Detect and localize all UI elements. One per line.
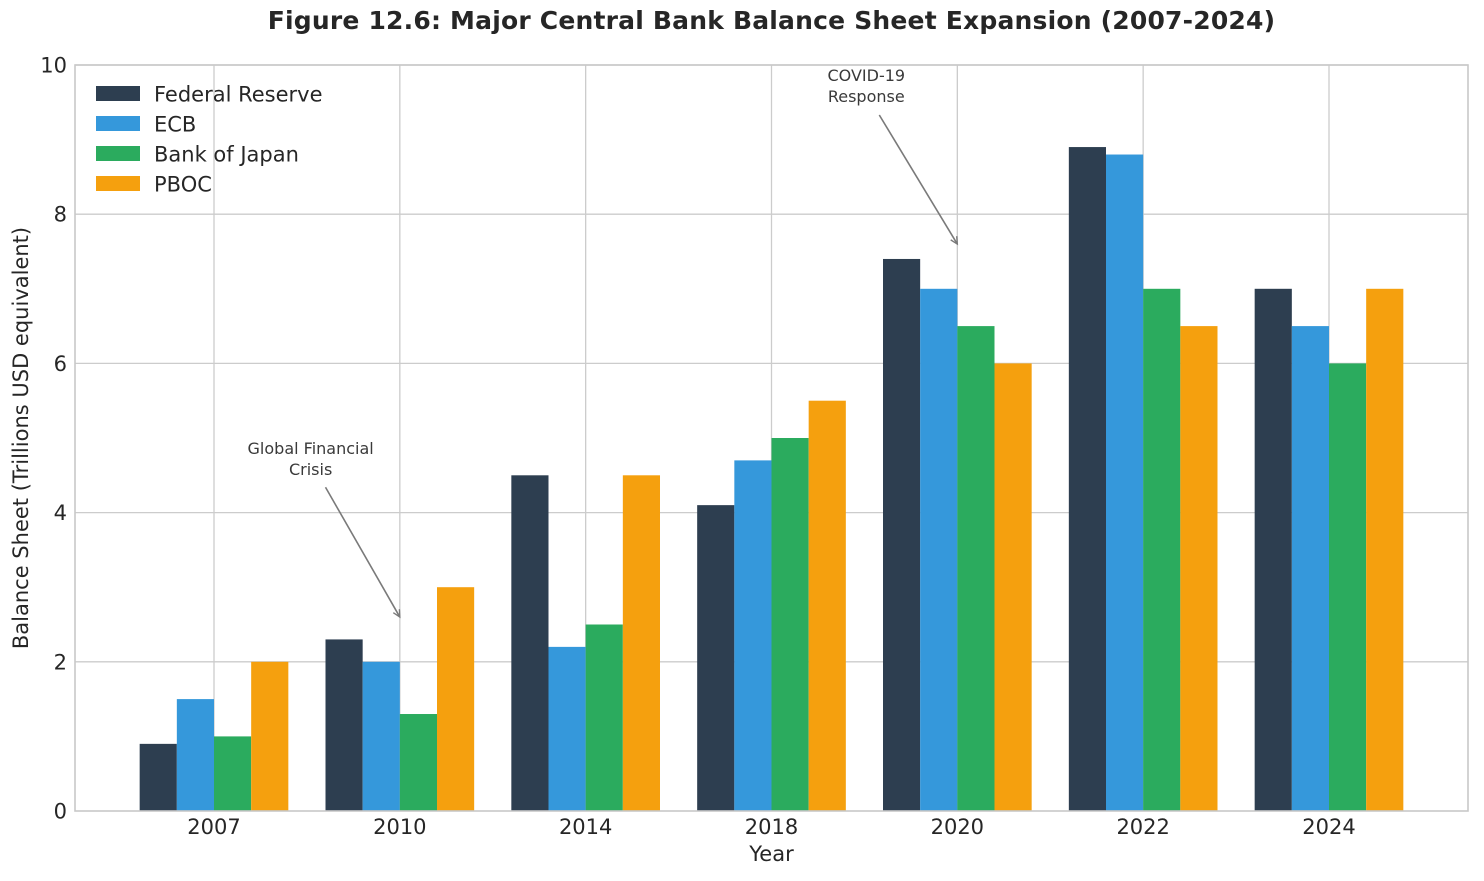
bar-ecb-2007: [176, 699, 214, 811]
x-axis-label: Year: [749, 842, 794, 866]
annotation-text: Response: [828, 87, 905, 106]
bar-pboc-2024: [1366, 288, 1404, 811]
bar-bank-of-japan-2010: [399, 714, 437, 811]
bar-bank-of-japan-2018: [771, 438, 809, 811]
annotation-arrow: [324, 486, 400, 617]
x-tick-label: 2018: [745, 815, 798, 839]
legend-swatch: [96, 86, 140, 101]
x-tick-label: 2010: [373, 815, 426, 839]
bar-pboc-2018: [808, 400, 846, 811]
legend-label: PBOC: [154, 173, 212, 197]
y-tick-label: 8: [54, 203, 67, 227]
legend-label: ECB: [154, 113, 196, 137]
bar-federal-reserve-2022: [1068, 147, 1106, 811]
legend-swatch: [96, 176, 140, 191]
plot-border: [74, 64, 1469, 812]
bar-federal-reserve-2007: [139, 743, 177, 811]
bar-pboc-2010: [437, 587, 475, 811]
bar-bank-of-japan-2020: [957, 326, 995, 811]
bar-ecb-2010: [362, 661, 400, 811]
bar-federal-reserve-2014: [511, 475, 549, 811]
bar-ecb-2020: [920, 288, 958, 811]
y-tick-label: 10: [40, 54, 67, 78]
bar-federal-reserve-2010: [325, 639, 363, 811]
x-tick-label: 2007: [187, 815, 240, 839]
x-tick-label: 2014: [559, 815, 612, 839]
bar-ecb-2022: [1106, 154, 1144, 811]
legend-label: Federal Reserve: [154, 83, 323, 107]
annotation-arrow: [878, 114, 957, 244]
bar-federal-reserve-2024: [1254, 288, 1292, 811]
bar-bank-of-japan-2014: [585, 624, 623, 811]
x-tick-label: 2024: [1302, 815, 1355, 839]
y-tick-label: 2: [54, 650, 67, 674]
annotation-text: COVID-19: [827, 66, 905, 85]
x-tick-label: 2022: [1116, 815, 1169, 839]
bar-bank-of-japan-2007: [214, 736, 252, 811]
y-tick-label: 0: [54, 800, 67, 824]
y-tick-label: 6: [54, 352, 67, 376]
annotation-text: Global Financial: [248, 439, 374, 458]
legend-swatch: [96, 116, 140, 131]
y-tick-label: 4: [54, 501, 67, 525]
x-tick-label: 2020: [931, 815, 984, 839]
bar-federal-reserve-2018: [697, 505, 735, 811]
bar-bank-of-japan-2022: [1143, 288, 1181, 811]
bar-ecb-2014: [548, 646, 586, 811]
annotation-text: Crisis: [289, 460, 332, 479]
bar-bank-of-japan-2024: [1329, 363, 1367, 811]
bar-ecb-2018: [734, 460, 772, 811]
bar-ecb-2024: [1291, 326, 1329, 811]
chart-title: Figure 12.6: Major Central Bank Balance …: [267, 6, 1276, 35]
bar-pboc-2007: [251, 661, 289, 811]
bar-federal-reserve-2020: [883, 258, 921, 812]
legend-swatch: [96, 146, 140, 161]
bar-pboc-2022: [1180, 326, 1218, 811]
bar-pboc-2020: [994, 363, 1032, 811]
legend-label: Bank of Japan: [154, 143, 299, 167]
bar-pboc-2014: [622, 475, 660, 811]
